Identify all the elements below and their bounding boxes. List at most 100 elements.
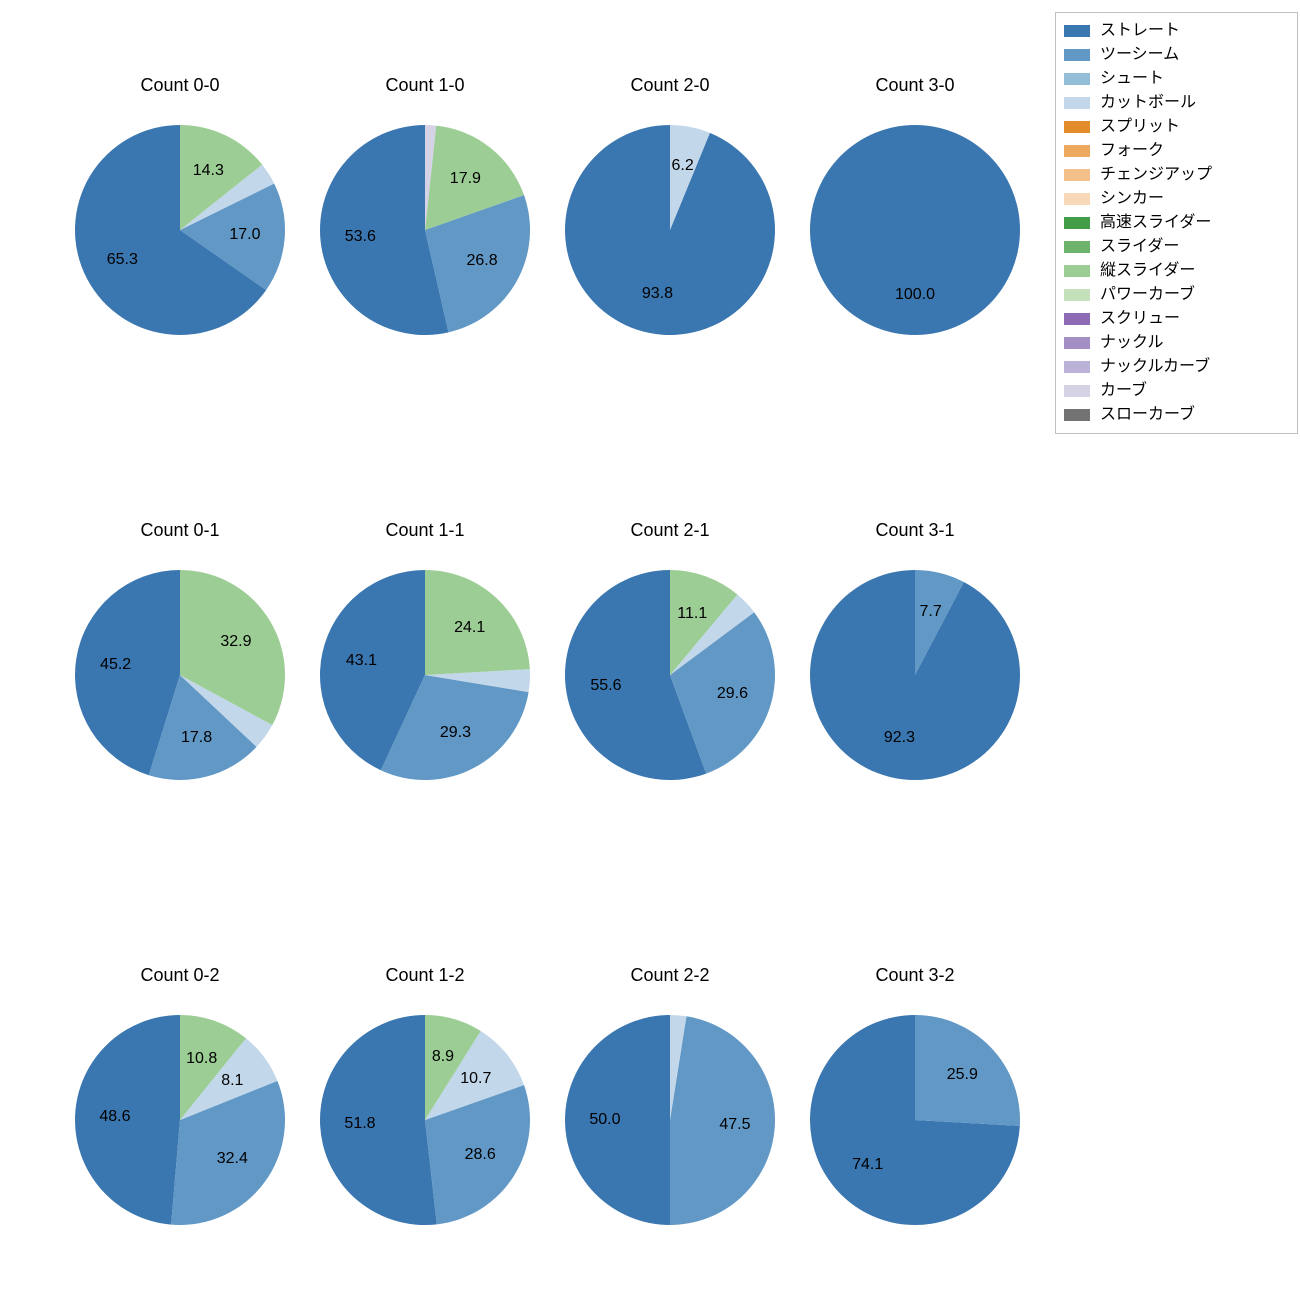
pie-chart <box>800 85 1030 345</box>
legend-swatch <box>1064 265 1090 277</box>
legend-item-knuckle: ナックル <box>1064 331 1289 355</box>
legend-item-slider: スライダー <box>1064 235 1289 259</box>
legend-item-straight: ストレート <box>1064 19 1289 43</box>
legend-item-vslider: 縦スライダー <box>1064 259 1289 283</box>
pie-value-label: 51.8 <box>344 1115 375 1133</box>
legend-label: パワーカーブ <box>1100 283 1195 307</box>
subplot-count-0-1: Count 0-145.217.832.9 <box>65 530 295 790</box>
legend-label: スライダー <box>1100 235 1179 259</box>
pie-value-label: 26.8 <box>466 252 497 270</box>
legend-label: スプリット <box>1100 115 1180 139</box>
pie-value-label: 10.7 <box>460 1070 491 1088</box>
pie-value-label: 32.4 <box>217 1150 248 1168</box>
pie-value-label: 74.1 <box>852 1156 883 1174</box>
legend-swatch <box>1064 49 1090 61</box>
legend-label: スクリュー <box>1100 307 1180 331</box>
legend: ストレートツーシームシュートカットボールスプリットフォークチェンジアップシンカー… <box>1055 12 1298 434</box>
pie-value-label: 100.0 <box>895 286 935 304</box>
pie-chart <box>555 975 785 1235</box>
legend-item-cutball: カットボール <box>1064 91 1289 115</box>
pie-chart <box>310 975 540 1235</box>
legend-item-twoseam: ツーシーム <box>1064 43 1289 67</box>
pie-value-label: 53.6 <box>345 228 376 246</box>
legend-item-powercurve: パワーカーブ <box>1064 283 1289 307</box>
pie-value-label: 92.3 <box>884 729 915 747</box>
pie-chart <box>800 975 1030 1235</box>
pie-chart <box>800 530 1030 790</box>
pie-value-label: 17.0 <box>229 226 260 244</box>
pie-chart <box>65 85 295 345</box>
legend-item-sinker: シンカー <box>1064 187 1289 211</box>
subplot-count-1-0: Count 1-053.626.817.9 <box>310 85 540 345</box>
legend-label: ツーシーム <box>1100 43 1179 67</box>
legend-swatch <box>1064 289 1090 301</box>
pie-value-label: 8.1 <box>221 1072 243 1090</box>
legend-item-high_slider: 高速スライダー <box>1064 211 1289 235</box>
subplot-count-1-2: Count 1-251.828.610.78.9 <box>310 975 540 1235</box>
legend-item-changeup: チェンジアップ <box>1064 163 1289 187</box>
legend-swatch <box>1064 145 1090 157</box>
pie-chart <box>555 530 785 790</box>
legend-label: フォーク <box>1100 139 1164 163</box>
legend-label: スローカーブ <box>1100 403 1195 427</box>
pie-value-label: 28.6 <box>465 1146 496 1164</box>
pie-value-label: 45.2 <box>100 656 131 674</box>
legend-label: カーブ <box>1100 379 1147 403</box>
pie-value-label: 65.3 <box>107 251 138 269</box>
pie-chart <box>555 85 785 345</box>
pie-value-label: 7.7 <box>919 603 941 621</box>
figure: Count 0-065.317.014.3Count 1-053.626.817… <box>0 0 1300 1300</box>
legend-item-curve: カーブ <box>1064 379 1289 403</box>
legend-swatch <box>1064 361 1090 373</box>
legend-label: チェンジアップ <box>1100 163 1212 187</box>
pie-value-label: 6.2 <box>671 157 693 175</box>
pie-value-label: 29.6 <box>717 685 748 703</box>
pie-value-label: 8.9 <box>432 1048 454 1066</box>
subplot-count-0-2: Count 0-248.632.48.110.8 <box>65 975 295 1235</box>
legend-item-fork: フォーク <box>1064 139 1289 163</box>
legend-item-split: スプリット <box>1064 115 1289 139</box>
legend-item-slowcurve: スローカーブ <box>1064 403 1289 427</box>
pie-value-label: 25.9 <box>947 1066 978 1084</box>
pie-value-label: 32.9 <box>220 633 251 651</box>
pie-value-label: 48.6 <box>99 1108 130 1126</box>
subplot-count-2-1: Count 2-155.629.611.1 <box>555 530 785 790</box>
legend-swatch <box>1064 409 1090 421</box>
pie-value-label: 14.3 <box>193 162 224 180</box>
legend-swatch <box>1064 217 1090 229</box>
legend-label: ナックル <box>1100 331 1164 355</box>
legend-swatch <box>1064 73 1090 85</box>
pie-value-label: 55.6 <box>590 677 621 695</box>
pie-slice-straight <box>320 1015 437 1225</box>
subplot-count-2-2: Count 2-250.047.5 <box>555 975 785 1235</box>
subplot-count-3-1: Count 3-192.37.7 <box>800 530 1030 790</box>
pie-value-label: 17.9 <box>450 170 481 188</box>
pie-value-label: 11.1 <box>677 605 707 623</box>
legend-label: 縦スライダー <box>1100 259 1195 283</box>
legend-swatch <box>1064 385 1090 397</box>
subplot-count-3-2: Count 3-274.125.9 <box>800 975 1030 1235</box>
legend-label: ストレート <box>1100 19 1180 43</box>
legend-item-shoot: シュート <box>1064 67 1289 91</box>
subplot-count-0-0: Count 0-065.317.014.3 <box>65 85 295 345</box>
subplot-count-1-1: Count 1-143.129.324.1 <box>310 530 540 790</box>
legend-item-screw: スクリュー <box>1064 307 1289 331</box>
pie-chart <box>65 975 295 1235</box>
pie-value-label: 24.1 <box>454 619 485 637</box>
pie-value-label: 10.8 <box>186 1050 217 1068</box>
legend-label: シンカー <box>1100 187 1164 211</box>
pie-chart <box>310 85 540 345</box>
legend-label: カットボール <box>1100 91 1196 115</box>
subplot-count-2-0: Count 2-093.86.2 <box>555 85 785 345</box>
subplot-count-3-0: Count 3-0100.0 <box>800 85 1030 345</box>
pie-value-label: 93.8 <box>642 285 673 303</box>
legend-swatch <box>1064 169 1090 181</box>
pie-value-label: 17.8 <box>181 729 212 747</box>
legend-swatch <box>1064 121 1090 133</box>
legend-swatch <box>1064 337 1090 349</box>
legend-swatch <box>1064 97 1090 109</box>
pie-value-label: 47.5 <box>719 1116 750 1134</box>
legend-item-knucklecurve: ナックルカーブ <box>1064 355 1289 379</box>
pie-value-label: 50.0 <box>589 1111 620 1129</box>
legend-label: 高速スライダー <box>1100 211 1211 235</box>
